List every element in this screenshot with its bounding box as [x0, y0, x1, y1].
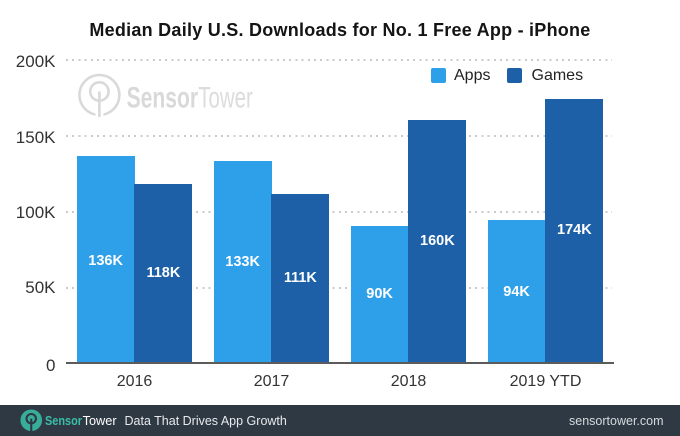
svg-text:Sensor: Sensor: [127, 81, 199, 114]
svg-text:Sensor: Sensor: [45, 414, 82, 428]
svg-text:Tower: Tower: [83, 414, 118, 428]
svg-text:Tower: Tower: [198, 81, 253, 114]
